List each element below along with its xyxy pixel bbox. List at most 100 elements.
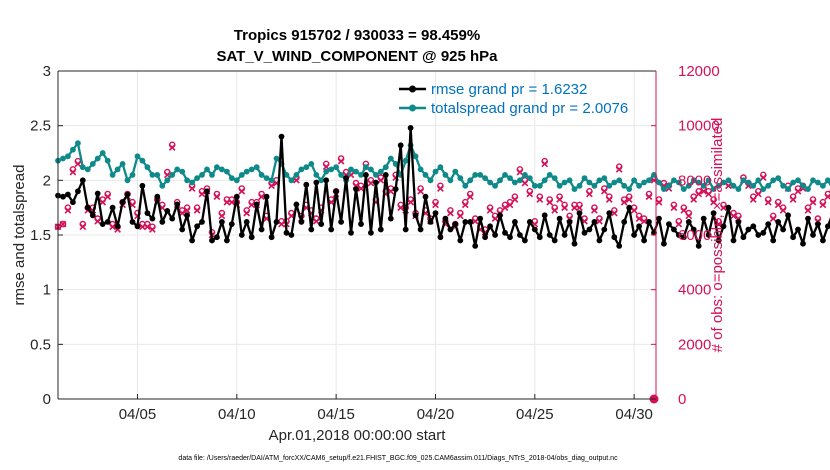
rmse-point — [487, 223, 493, 230]
totalspread-point — [84, 166, 91, 173]
rmse-point — [492, 232, 498, 238]
obs-assimilated-point — [610, 209, 618, 217]
rmse-point — [531, 226, 538, 233]
totalspread-point — [144, 164, 151, 171]
rmse-point — [109, 204, 116, 211]
rmse-point — [397, 142, 404, 149]
rmse-point — [700, 215, 707, 222]
totalspread-point — [164, 177, 171, 184]
rmse-point — [268, 234, 275, 241]
obs-assimilated-point — [79, 223, 87, 231]
rmse-point — [740, 234, 747, 241]
rmse-point — [358, 221, 364, 228]
rmse-point — [775, 219, 782, 225]
totalspread-point — [467, 177, 474, 184]
totalspread-point — [368, 166, 374, 173]
rmse-point — [690, 226, 697, 233]
obs-assimilated-point — [139, 223, 146, 231]
rmse-point — [119, 199, 126, 206]
rmse-point — [333, 188, 339, 195]
obs-assimilated-point — [183, 207, 191, 214]
totalspread-point — [750, 182, 757, 189]
rmse-point — [99, 221, 106, 228]
obs-assimilated-point — [779, 207, 787, 214]
rmse-point — [233, 193, 240, 200]
y-tick-label: 1 — [43, 282, 51, 299]
rmse-point — [760, 229, 767, 236]
rmse-point — [715, 237, 722, 244]
obs-assimilated-point — [417, 187, 424, 195]
rmse-point — [164, 208, 171, 214]
y2-tick-label: 6000 — [678, 227, 711, 244]
obs-assimilated-point — [278, 220, 285, 228]
obs-assimilated-point — [511, 196, 519, 203]
totalspread-point — [447, 177, 454, 184]
rmse-point — [328, 226, 335, 233]
rmse-point — [825, 223, 830, 230]
totalspread-point — [586, 179, 593, 186]
obs-assimilated-point — [670, 204, 678, 212]
totalspread-point — [149, 172, 156, 178]
totalspread-point — [576, 182, 583, 189]
totalspread-point — [422, 172, 429, 178]
totalspread-point — [194, 175, 201, 182]
rmse-point — [343, 175, 349, 182]
totalspread-point — [253, 164, 260, 171]
obs-assimilated-point — [407, 198, 414, 206]
totalspread-point — [224, 168, 230, 175]
totalspread-point — [338, 172, 344, 178]
y2-tick-label: 0 — [678, 391, 686, 408]
obs-assimilated-point — [526, 190, 534, 198]
rmse-point — [795, 226, 801, 233]
rmse-point — [129, 219, 136, 225]
totalspread-point — [512, 179, 518, 186]
rmse-point — [452, 221, 459, 228]
totalspread-point — [581, 175, 588, 182]
obs-assimilated-point — [576, 204, 583, 212]
obs-assimilated-point — [218, 212, 226, 220]
totalspread-point — [497, 177, 503, 184]
totalspread-point — [293, 172, 300, 178]
rmse-point — [278, 133, 285, 140]
totalspread-point — [477, 172, 484, 178]
rmse-series — [55, 125, 830, 249]
totalspread-point — [700, 182, 707, 189]
rmse-point — [790, 234, 796, 241]
totalspread-point — [770, 177, 777, 184]
rmse-point — [820, 237, 826, 244]
totalspread-point — [536, 182, 543, 189]
totalspread-point — [452, 168, 459, 175]
totalspread-point — [283, 172, 290, 178]
rmse-point — [507, 234, 513, 241]
totalspread-point — [775, 175, 782, 182]
totalspread-point — [517, 177, 523, 184]
obs-assimilated-point — [605, 196, 613, 203]
rmse-point — [656, 215, 662, 222]
totalspread-point — [790, 179, 796, 186]
rmse-point — [293, 201, 300, 208]
totalspread-point — [273, 155, 280, 162]
totalspread-point — [541, 177, 548, 184]
obs-assimilated-point — [248, 201, 256, 209]
totalspread-point — [571, 186, 578, 193]
rmse-point — [392, 186, 399, 193]
rmse-point — [462, 219, 469, 225]
totalspread-point — [805, 186, 811, 193]
rmse-point — [621, 219, 628, 225]
totalspread-point — [238, 172, 245, 178]
rmse-point — [288, 232, 295, 238]
rmse-point — [65, 191, 71, 198]
totalspread-point — [308, 161, 315, 167]
obs-assimilated-point — [635, 215, 643, 222]
rmse-point — [427, 219, 434, 225]
obs-assimilated-point — [521, 179, 529, 187]
obs-assimilated-point — [213, 193, 221, 201]
obs-assimilated-point — [730, 212, 737, 220]
rmse-point — [134, 223, 141, 230]
totalspread-point — [457, 175, 464, 182]
rmse-point — [576, 210, 583, 217]
totalspread-point — [377, 168, 384, 175]
rmse-point — [457, 237, 464, 244]
obs-assimilated-point — [516, 168, 524, 176]
rmse-point — [502, 229, 508, 236]
